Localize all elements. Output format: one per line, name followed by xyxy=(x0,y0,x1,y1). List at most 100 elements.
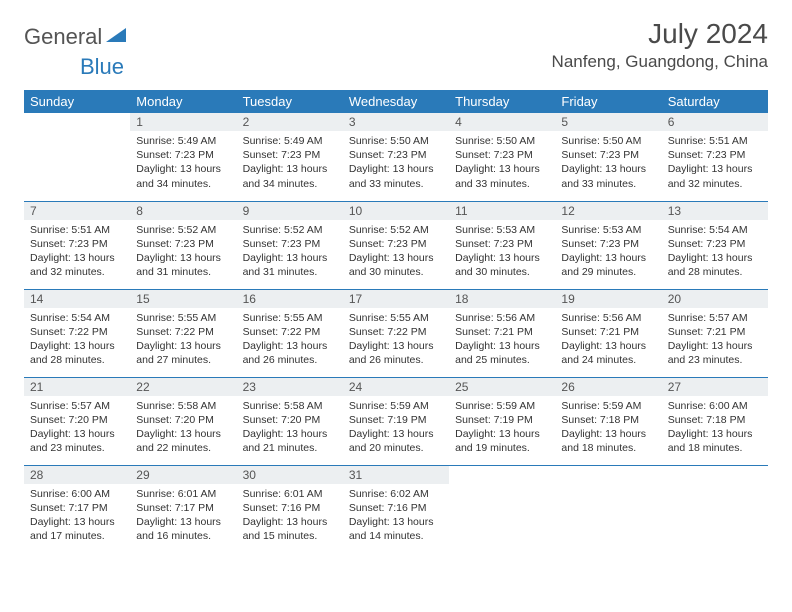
calendar-cell: 16Sunrise: 5:55 AMSunset: 7:22 PMDayligh… xyxy=(237,289,343,377)
calendar-cell: 25Sunrise: 5:59 AMSunset: 7:19 PMDayligh… xyxy=(449,377,555,465)
daylight-text: Daylight: 13 hours and 19 minutes. xyxy=(455,427,549,455)
daylight-text: Daylight: 13 hours and 25 minutes. xyxy=(455,339,549,367)
sunset-text: Sunset: 7:16 PM xyxy=(243,501,337,515)
daylight-text: Daylight: 13 hours and 20 minutes. xyxy=(349,427,443,455)
day-detail: Sunrise: 5:59 AMSunset: 7:19 PMDaylight:… xyxy=(449,396,555,462)
day-detail: Sunrise: 5:52 AMSunset: 7:23 PMDaylight:… xyxy=(130,220,236,286)
sunrise-text: Sunrise: 5:59 AM xyxy=(455,399,549,413)
daylight-text: Daylight: 13 hours and 16 minutes. xyxy=(136,515,230,543)
day-number: 20 xyxy=(662,290,768,308)
sunrise-text: Sunrise: 6:02 AM xyxy=(349,487,443,501)
sunrise-text: Sunrise: 6:00 AM xyxy=(30,487,124,501)
day-detail: Sunrise: 5:50 AMSunset: 7:23 PMDaylight:… xyxy=(555,131,661,197)
daylight-text: Daylight: 13 hours and 18 minutes. xyxy=(668,427,762,455)
calendar-cell: 26Sunrise: 5:59 AMSunset: 7:18 PMDayligh… xyxy=(555,377,661,465)
sunset-text: Sunset: 7:22 PM xyxy=(243,325,337,339)
calendar-cell: 15Sunrise: 5:55 AMSunset: 7:22 PMDayligh… xyxy=(130,289,236,377)
day-number: 4 xyxy=(449,113,555,131)
calendar-cell: 4Sunrise: 5:50 AMSunset: 7:23 PMDaylight… xyxy=(449,113,555,201)
calendar-cell: 18Sunrise: 5:56 AMSunset: 7:21 PMDayligh… xyxy=(449,289,555,377)
sunrise-text: Sunrise: 5:55 AM xyxy=(349,311,443,325)
calendar-cell: 24Sunrise: 5:59 AMSunset: 7:19 PMDayligh… xyxy=(343,377,449,465)
day-detail: Sunrise: 5:58 AMSunset: 7:20 PMDaylight:… xyxy=(237,396,343,462)
calendar-cell: 20Sunrise: 5:57 AMSunset: 7:21 PMDayligh… xyxy=(662,289,768,377)
calendar-week: 28Sunrise: 6:00 AMSunset: 7:17 PMDayligh… xyxy=(24,465,768,553)
brand-text-1: General xyxy=(24,24,102,50)
daylight-text: Daylight: 13 hours and 32 minutes. xyxy=(668,162,762,190)
sunset-text: Sunset: 7:21 PM xyxy=(561,325,655,339)
calendar-cell: 31Sunrise: 6:02 AMSunset: 7:16 PMDayligh… xyxy=(343,465,449,553)
sunset-text: Sunset: 7:23 PM xyxy=(561,237,655,251)
brand-logo: General xyxy=(24,24,130,50)
day-header: Tuesday xyxy=(237,90,343,113)
day-number: 8 xyxy=(130,202,236,220)
daylight-text: Daylight: 13 hours and 33 minutes. xyxy=(455,162,549,190)
daylight-text: Daylight: 13 hours and 32 minutes. xyxy=(30,251,124,279)
sunset-text: Sunset: 7:23 PM xyxy=(455,148,549,162)
sunrise-text: Sunrise: 5:56 AM xyxy=(455,311,549,325)
calendar-cell: 13Sunrise: 5:54 AMSunset: 7:23 PMDayligh… xyxy=(662,201,768,289)
day-number: 28 xyxy=(24,466,130,484)
sunset-text: Sunset: 7:22 PM xyxy=(30,325,124,339)
sunrise-text: Sunrise: 5:52 AM xyxy=(349,223,443,237)
day-detail: Sunrise: 5:52 AMSunset: 7:23 PMDaylight:… xyxy=(237,220,343,286)
calendar-cell: 14 Sunrise: 5:54 AMSunset: 7:22 PMDayligh… xyxy=(24,289,130,377)
calendar-page: General July 2024 Nanfeng, Guangdong, Ch… xyxy=(0,0,792,571)
daylight-text: Daylight: 13 hours and 18 minutes. xyxy=(561,427,655,455)
day-detail: Sunrise: 5:55 AMSunset: 7:22 PMDaylight:… xyxy=(237,308,343,374)
day-number: 12 xyxy=(555,202,661,220)
daylight-text: Daylight: 13 hours and 22 minutes. xyxy=(136,427,230,455)
day-number: 1 xyxy=(130,113,236,131)
calendar-cell: 22Sunrise: 5:58 AMSunset: 7:20 PMDayligh… xyxy=(130,377,236,465)
daylight-text: Daylight: 13 hours and 15 minutes. xyxy=(243,515,337,543)
calendar-cell: 1Sunrise: 5:49 AMSunset: 7:23 PMDaylight… xyxy=(130,113,236,201)
sunrise-text: Sunrise: 5:51 AM xyxy=(30,223,124,237)
sunset-text: Sunset: 7:23 PM xyxy=(668,148,762,162)
calendar-cell: 29Sunrise: 6:01 AMSunset: 7:17 PMDayligh… xyxy=(130,465,236,553)
sunset-text: Sunset: 7:17 PM xyxy=(136,501,230,515)
daylight-text: Daylight: 13 hours and 24 minutes. xyxy=(561,339,655,367)
sunset-text: Sunset: 7:23 PM xyxy=(243,148,337,162)
day-detail: Sunrise: 5:50 AMSunset: 7:23 PMDaylight:… xyxy=(343,131,449,197)
daylight-text: Daylight: 13 hours and 33 minutes. xyxy=(349,162,443,190)
sunrise-text: Sunrise: 5:50 AM xyxy=(349,134,443,148)
day-number: 24 xyxy=(343,378,449,396)
day-detail: Sunrise: 5:49 AMSunset: 7:23 PMDaylight:… xyxy=(237,131,343,197)
sunrise-text: Sunrise: 5:53 AM xyxy=(455,223,549,237)
calendar-cell: 21Sunrise: 5:57 AMSunset: 7:20 PMDayligh… xyxy=(24,377,130,465)
sunset-text: Sunset: 7:23 PM xyxy=(349,148,443,162)
calendar-week: 7Sunrise: 5:51 AMSunset: 7:23 PMDaylight… xyxy=(24,201,768,289)
sunrise-text: Sunrise: 5:53 AM xyxy=(561,223,655,237)
calendar-cell xyxy=(555,465,661,553)
sunrise-text: Sunrise: 5:54 AM xyxy=(668,223,762,237)
calendar-cell: 9Sunrise: 5:52 AMSunset: 7:23 PMDaylight… xyxy=(237,201,343,289)
day-number: 18 xyxy=(449,290,555,308)
sunset-text: Sunset: 7:23 PM xyxy=(668,237,762,251)
calendar-cell: 17Sunrise: 5:55 AMSunset: 7:22 PMDayligh… xyxy=(343,289,449,377)
day-detail: Sunrise: 5:51 AMSunset: 7:23 PMDaylight:… xyxy=(662,131,768,197)
location-text: Nanfeng, Guangdong, China xyxy=(552,52,768,72)
daylight-text: Daylight: 13 hours and 30 minutes. xyxy=(455,251,549,279)
title-block: July 2024 Nanfeng, Guangdong, China xyxy=(552,18,768,72)
sunset-text: Sunset: 7:22 PM xyxy=(349,325,443,339)
day-detail: Sunrise: 5:55 AMSunset: 7:22 PMDaylight:… xyxy=(343,308,449,374)
sunrise-text: Sunrise: 5:54 AM xyxy=(30,311,124,325)
day-number: 6 xyxy=(662,113,768,131)
daylight-text: Daylight: 13 hours and 34 minutes. xyxy=(136,162,230,190)
day-number: 21 xyxy=(24,378,130,396)
calendar-cell xyxy=(662,465,768,553)
day-number: 30 xyxy=(237,466,343,484)
calendar-cell: 12Sunrise: 5:53 AMSunset: 7:23 PMDayligh… xyxy=(555,201,661,289)
calendar-cell: 23Sunrise: 5:58 AMSunset: 7:20 PMDayligh… xyxy=(237,377,343,465)
calendar-cell: 30Sunrise: 6:01 AMSunset: 7:16 PMDayligh… xyxy=(237,465,343,553)
calendar-cell: 2Sunrise: 5:49 AMSunset: 7:23 PMDaylight… xyxy=(237,113,343,201)
sunrise-text: Sunrise: 6:00 AM xyxy=(668,399,762,413)
calendar-cell: 5Sunrise: 5:50 AMSunset: 7:23 PMDaylight… xyxy=(555,113,661,201)
calendar-body: 1Sunrise: 5:49 AMSunset: 7:23 PMDaylight… xyxy=(24,113,768,553)
calendar-week: 21Sunrise: 5:57 AMSunset: 7:20 PMDayligh… xyxy=(24,377,768,465)
day-number: 19 xyxy=(555,290,661,308)
day-number: 13 xyxy=(662,202,768,220)
day-number: 14 xyxy=(24,290,130,308)
calendar-cell xyxy=(449,465,555,553)
daylight-text: Daylight: 13 hours and 28 minutes. xyxy=(30,339,124,367)
